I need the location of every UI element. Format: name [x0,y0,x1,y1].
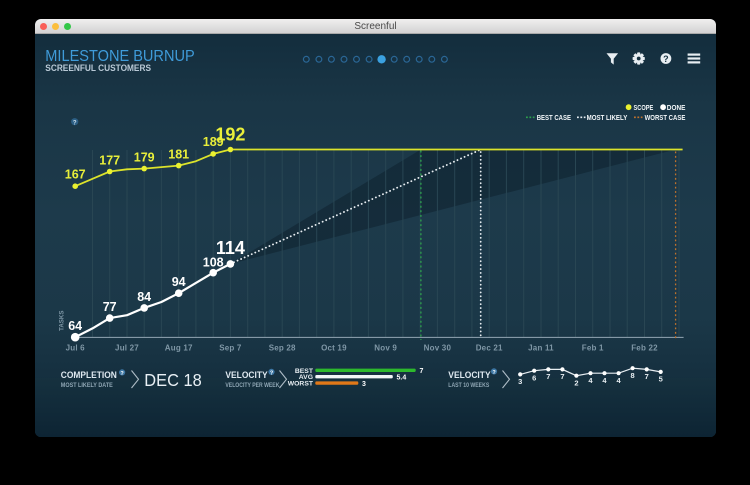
svg-text:?: ? [663,54,669,64]
svg-text:MILESTONE BURNUP: MILESTONE BURNUP [45,48,194,65]
svg-text:179: 179 [134,151,155,165]
svg-text:2: 2 [574,378,578,387]
svg-text:COMPLETION: COMPLETION [61,370,117,380]
svg-text:WORST CASE: WORST CASE [645,115,686,122]
svg-text:108: 108 [203,256,224,270]
svg-text:Dec 21: Dec 21 [476,344,503,353]
svg-text:VELOCITY PER WEEK: VELOCITY PER WEEK [225,382,279,389]
svg-text:Oct 19: Oct 19 [321,344,347,353]
svg-text:7: 7 [645,372,649,381]
svg-text:7: 7 [546,372,550,381]
svg-text:8: 8 [631,371,635,380]
svg-text:LAST 10 WEEKS: LAST 10 WEEKS [448,382,489,389]
svg-text:7: 7 [420,368,424,375]
svg-text:192: 192 [215,125,245,145]
svg-text:?: ? [120,371,124,377]
svg-text:94: 94 [172,275,186,289]
svg-text:177: 177 [99,154,120,168]
svg-text:Jul 27: Jul 27 [115,344,139,353]
svg-text:Sep 28: Sep 28 [269,344,296,353]
svg-text:4: 4 [602,376,607,385]
svg-text:AVG: AVG [299,374,313,381]
svg-text:4: 4 [588,376,593,385]
svg-text:84: 84 [137,290,151,304]
svg-text:Jan 11: Jan 11 [528,344,554,353]
svg-text:Sep 7: Sep 7 [219,344,242,353]
svg-text:MOST LIKELY DATE: MOST LIKELY DATE [61,382,113,389]
svg-text:7: 7 [560,372,564,381]
svg-text:167: 167 [65,168,86,182]
svg-text:SCREENFUL CUSTOMERS: SCREENFUL CUSTOMERS [45,63,151,73]
svg-text:3: 3 [362,381,366,388]
svg-text:Nov 9: Nov 9 [374,344,397,353]
svg-text:SCOPE: SCOPE [634,105,654,112]
svg-text:MOST LIKELY: MOST LIKELY [587,115,628,122]
svg-text:VELOCITY: VELOCITY [225,370,267,380]
svg-text:DONE: DONE [667,105,686,112]
svg-text:4: 4 [617,376,622,385]
svg-text:?: ? [73,120,77,126]
svg-text:TASKS: TASKS [59,310,66,331]
svg-text:181: 181 [168,148,189,162]
svg-text:BEST: BEST [295,368,314,375]
svg-text:DEC 18: DEC 18 [144,370,201,390]
svg-text:VELOCITY: VELOCITY [448,370,490,380]
svg-text:189: 189 [203,135,224,149]
svg-text:BEST CASE: BEST CASE [537,115,572,122]
svg-text:114: 114 [216,238,245,258]
svg-text:Feb 1: Feb 1 [582,344,604,353]
svg-text:5.4: 5.4 [397,375,407,382]
svg-text:?: ? [270,370,274,376]
svg-text:64: 64 [68,319,82,333]
svg-text:77: 77 [103,300,117,314]
svg-text:Jul 6: Jul 6 [66,344,86,353]
svg-text:Feb 22: Feb 22 [631,344,658,353]
svg-text:?: ? [492,370,496,376]
svg-text:WORST: WORST [288,381,314,388]
svg-text:3: 3 [518,377,522,386]
svg-text:6: 6 [532,373,536,382]
svg-text:5: 5 [659,375,663,384]
svg-text:Aug 17: Aug 17 [165,344,193,353]
svg-text:Nov 30: Nov 30 [424,344,452,353]
